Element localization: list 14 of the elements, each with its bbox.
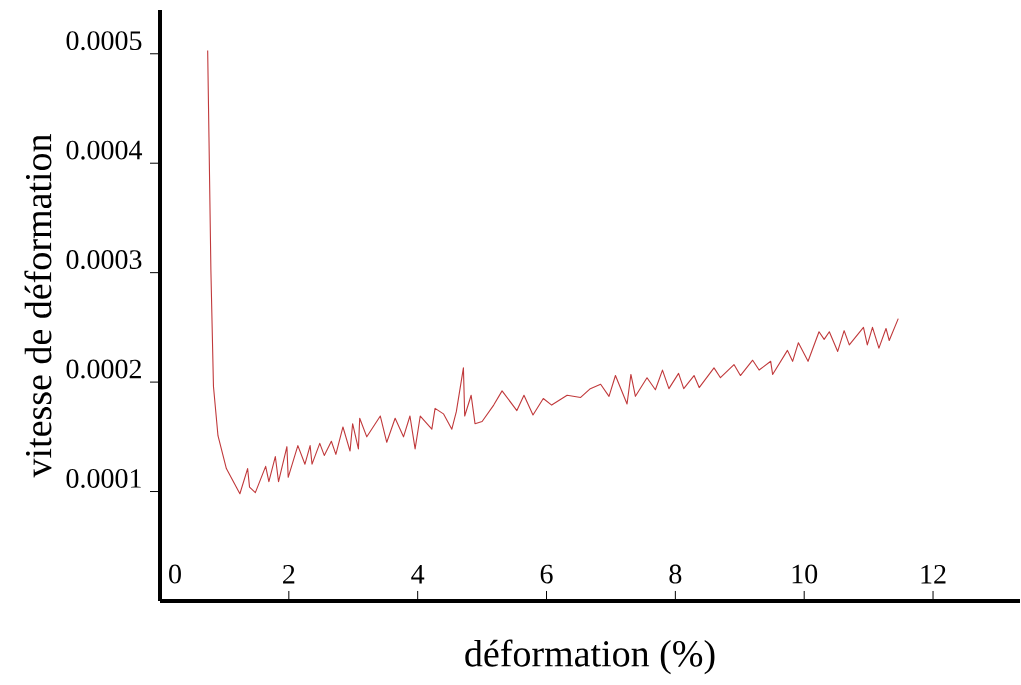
x-tick-label: 4: [411, 565, 425, 584]
x-tick-label: 10: [792, 564, 818, 584]
y-tick-label: 0.0001: [66, 469, 141, 489]
x-tick-label: 2: [283, 564, 295, 584]
y-tick-label: 0.0003: [66, 250, 142, 270]
y-tick-label: 0.0004: [66, 140, 143, 160]
x-tick-label: 8: [669, 564, 682, 584]
x-tick-label: 6: [540, 564, 553, 584]
x-tick-label: 0: [169, 564, 181, 584]
y-tick-label: 0.0002: [66, 359, 141, 379]
x-tick-label: 12: [921, 564, 946, 584]
y-axis-title: vitesse de déformation: [24, 134, 52, 478]
y-tick-label: 0.0005: [66, 31, 142, 51]
x-axis-title: déformation (%): [465, 639, 715, 675]
